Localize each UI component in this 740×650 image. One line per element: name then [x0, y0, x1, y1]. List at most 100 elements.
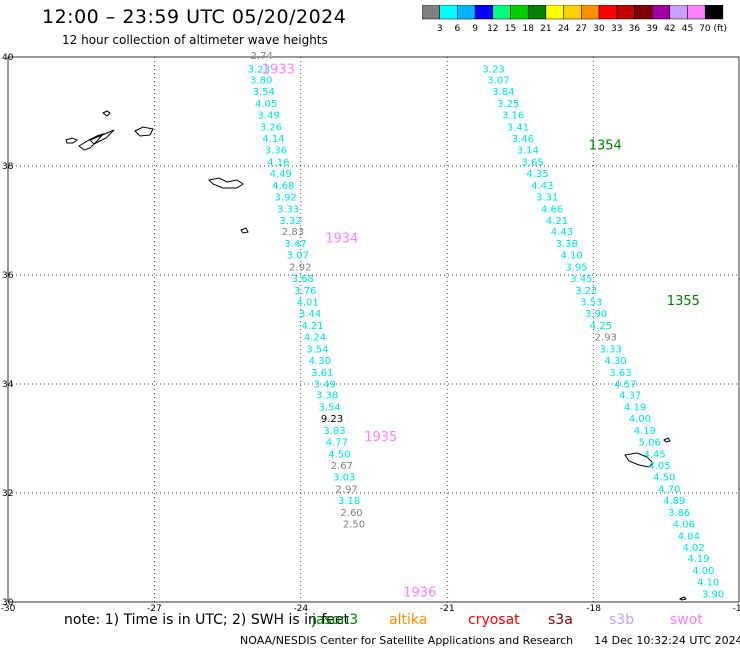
wave-height-label: 4.04 [678, 531, 700, 542]
wave-height-label: 4.01 [296, 298, 318, 309]
satellite-name-swot: swot [670, 612, 703, 628]
wave-height-label: 3.16 [502, 111, 524, 122]
wave-height-label: 3.23 [248, 64, 270, 75]
wave-height-label: 4.45 [643, 450, 665, 461]
wave-height-label: 3.68 [292, 274, 314, 285]
wave-height-label: 3.76 [294, 286, 316, 297]
wave-height-label: 4.19 [687, 554, 709, 565]
legend-label: 70 (ft) [699, 24, 727, 34]
wave-height-label: 3.83 [323, 426, 345, 437]
legend-label: 39 [646, 24, 658, 34]
wave-height-label: 4.21 [301, 321, 323, 332]
wave-height-label: 3.23 [482, 64, 504, 75]
island-4 [89, 129, 115, 145]
wave-height-label: 4.06 [673, 519, 695, 530]
grid-lines [7, 56, 740, 603]
wave-height-label: 4.10 [697, 578, 719, 589]
wave-height-label: 3.25 [497, 99, 519, 110]
pass-labels: 1933 1934 1935 1936 1354 1355 [262, 62, 700, 600]
x-tick-label: -18 [586, 604, 601, 614]
wave-height-label: 3.53 [580, 298, 602, 309]
legend-swatch [704, 5, 724, 20]
island-8 [624, 452, 654, 468]
wave-height-label: 3.18 [338, 496, 360, 507]
wave-height-label: 4.57 [614, 379, 636, 390]
island-10 [678, 596, 687, 601]
wave-height-label: 4.05 [648, 461, 670, 472]
wave-height-label: 4.89 [663, 496, 685, 507]
wave-height-label: 3.46 [512, 134, 534, 145]
wave-height-label: 3.90 [585, 309, 607, 320]
wave-height-label: 3.49 [314, 379, 336, 390]
legend-label: 45 [682, 24, 693, 34]
wave-height-label: 3.22 [575, 286, 597, 297]
coastline-outlines [65, 110, 687, 601]
pass-number-label: 1933 [262, 62, 295, 77]
wave-height-label: 4.19 [634, 426, 656, 437]
wave-height-label: 3.54 [306, 344, 328, 355]
wave-height-label: 4.50 [328, 450, 350, 461]
wave-height-label: 3.33 [600, 344, 622, 355]
island-5 [134, 126, 154, 137]
notes-prefix: note: 1) Time is in UTC; 2) SWH is in fe… [64, 612, 350, 628]
footer-timestamp: 14 Dec 10:32:24 UTC 2024 [594, 634, 740, 647]
wave-height-label: 4.70 [658, 484, 680, 495]
island-2 [65, 137, 79, 144]
legend-label: 24 [558, 24, 570, 34]
pass-number-label: 1936 [403, 586, 436, 601]
plot-frame [7, 56, 740, 603]
x-tick-label: -15 [733, 604, 740, 614]
wave-height-label: 3.07 [287, 251, 309, 262]
wave-height-label: 5.06 [639, 438, 661, 449]
legend-label: 30 [593, 24, 605, 34]
wave-height-label: 4.68 [272, 181, 294, 192]
wave-height-label: 3.86 [668, 508, 690, 519]
satellite-name-s3a: s3a [548, 612, 573, 628]
island-6 [207, 177, 244, 189]
island-7 [240, 227, 249, 234]
notes-line: note: 1) Time is in UTC; 2) SWH is in fe… [64, 612, 349, 628]
wave-height-label: 4.14 [262, 134, 284, 145]
wave-height-label: 3.54 [253, 87, 275, 98]
x-tick-label: -30 [1, 604, 16, 614]
legend-label: 6 [455, 24, 461, 34]
wave-height-label: 4.50 [653, 472, 675, 483]
wave-height-label: 3.33 [277, 204, 299, 215]
wave-height-label: 3.14 [517, 145, 539, 156]
legend-label: 18 [522, 24, 534, 34]
wave-height-label: 4.10 [561, 251, 583, 262]
legend-label: 15 [505, 24, 516, 34]
wave-height-label: 4.37 [619, 391, 641, 402]
wave-height-label: 3.80 [250, 76, 272, 87]
wave-height-label: 3.31 [536, 192, 558, 203]
y-tick-label: 34 [2, 380, 14, 390]
wave-height-label: 2.83 [282, 227, 304, 238]
wave-height-label: 4.05 [255, 99, 277, 110]
wave-height-label: 3.32 [279, 216, 301, 227]
y-tick-label: 38 [2, 162, 14, 172]
wave-height-label: 4.49 [270, 169, 292, 180]
wave-height-label: 3.47 [284, 239, 306, 250]
wave-height-label: 4.77 [326, 438, 348, 449]
pass-number-label: 1935 [364, 430, 397, 445]
wave-height-label: 4.24 [304, 332, 326, 343]
wave-height-label: 3.49 [257, 111, 279, 122]
wave-height-label: 4.43 [551, 227, 573, 238]
y-tick-label: 36 [2, 271, 14, 281]
wave-height-label: 4.25 [590, 321, 612, 332]
legend-label: 27 [576, 24, 587, 34]
satellite-name-jason3: jason3 [312, 612, 359, 628]
y-tick-label: 32 [2, 489, 13, 499]
island-9 [663, 437, 671, 443]
x-tick-label: -21 [440, 604, 455, 614]
wave-height-label: 4.30 [309, 356, 331, 367]
wave-height-label: 9.23 [321, 414, 343, 425]
island-1 [102, 110, 111, 117]
wave-height-label: 2.50 [343, 519, 365, 530]
pass-number-label: 1354 [589, 139, 622, 154]
wave-height-label: 2.60 [340, 508, 362, 519]
pass-number-label: 1355 [667, 294, 700, 309]
legend-label: 12 [487, 24, 498, 34]
footer-credit: NOAA/NESDIS Center for Satellite Applica… [240, 634, 574, 647]
